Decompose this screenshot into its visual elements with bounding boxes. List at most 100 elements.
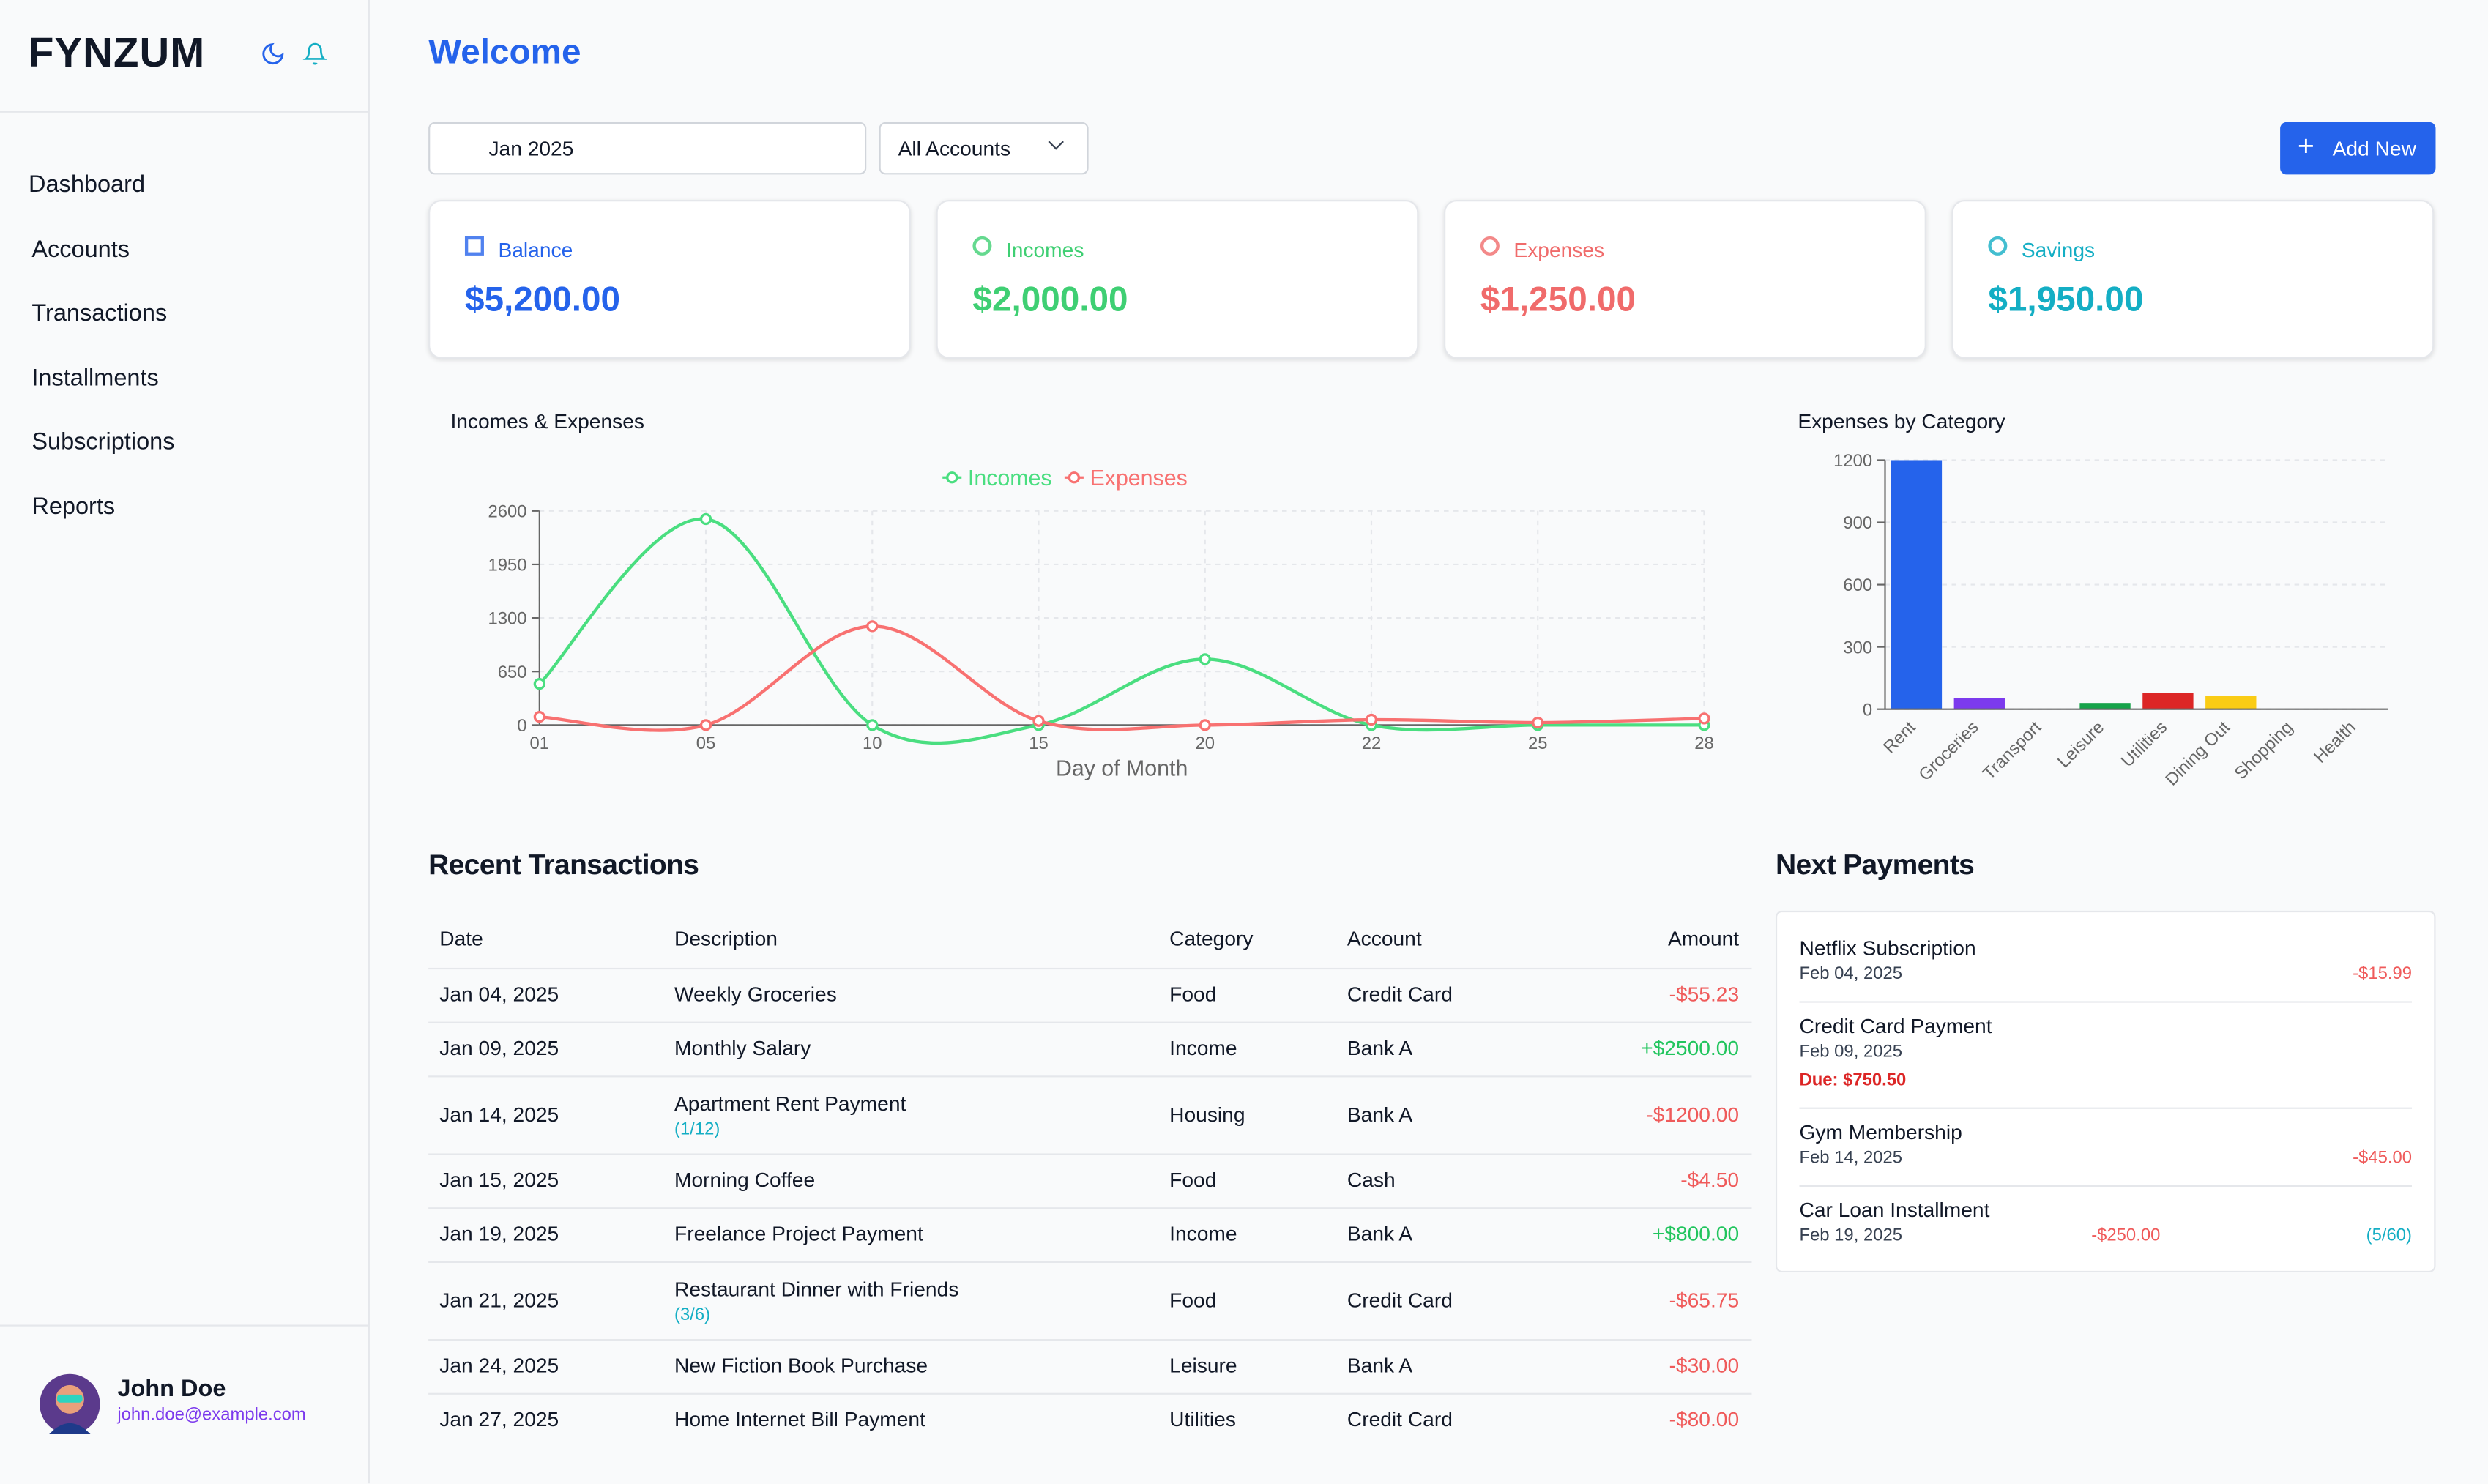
data-point (533, 710, 545, 723)
legend-label: Incomes (968, 466, 1052, 491)
x-tick-label: 05 (696, 734, 716, 753)
card-value: $1,950.00 (1988, 279, 2144, 319)
summary-card (936, 200, 1419, 359)
nav-item[interactable]: Dashboard (29, 171, 146, 198)
cell-description: Apartment Rent Payment (674, 1090, 906, 1115)
theme-toggle[interactable] (260, 41, 286, 67)
page-title: Welcome (428, 31, 581, 72)
cell-category: Utilities (1169, 1407, 1236, 1431)
month-picker[interactable] (428, 122, 867, 175)
cell-description: Freelance Project Payment (674, 1221, 923, 1246)
x-tick-label: Dining Out (2161, 717, 2234, 790)
legend-label: Expenses (1090, 466, 1188, 491)
row-border (428, 1021, 1752, 1023)
data-point (533, 677, 545, 690)
card-icon (464, 236, 484, 256)
card-label: Incomes (1005, 238, 1084, 262)
nav-item[interactable]: Installments (31, 364, 159, 392)
summary-card (428, 200, 911, 359)
card-icon (972, 236, 992, 256)
sidebar (0, 0, 370, 1484)
card-value: $5,200.00 (464, 279, 621, 319)
y-tick-label: 1200 (1833, 451, 1872, 471)
cell-description: New Fiction Book Purchase (674, 1353, 928, 1378)
cell-description: Home Internet Bill Payment (674, 1407, 925, 1431)
y-tick-label: 2600 (488, 501, 526, 521)
account-select[interactable] (879, 122, 1089, 175)
payment-amount: -$250.00 (2091, 1226, 2161, 1246)
nav-item[interactable]: Accounts (31, 236, 130, 263)
x-axis-label: Day of Month (1056, 757, 1188, 781)
card-icon (1988, 236, 2008, 256)
x-tick-label: Rent (1880, 717, 1920, 758)
cell-date: Jan 21, 2025 (439, 1287, 559, 1312)
cell-amount: -$55.23 (1669, 982, 1740, 1006)
bar (1953, 698, 2005, 709)
payment-progress: (5/60) (2366, 1226, 2412, 1246)
chart-title: Incomes & Expenses (450, 409, 644, 433)
cell-account: Bank A (1347, 1036, 1413, 1060)
payment-amount: -$45.00 (2353, 1148, 2412, 1168)
cell-category: Food (1169, 1287, 1217, 1312)
cell-date: Jan 14, 2025 (439, 1102, 559, 1126)
item-divider (1799, 1001, 2412, 1003)
month-text: Jan 2025 (488, 136, 574, 160)
cell-account: Credit Card (1347, 1407, 1453, 1431)
card-value: $1,250.00 (1480, 279, 1636, 319)
payment-name: Credit Card Payment (1799, 1013, 1992, 1038)
cell-amount: +$800.00 (1652, 1221, 1740, 1246)
y-tick-label: 900 (1843, 513, 1872, 533)
logo: FYNZUM (29, 29, 206, 77)
cell-date: Jan 15, 2025 (439, 1167, 559, 1192)
cell-date: Jan 24, 2025 (439, 1353, 559, 1378)
cell-account: Credit Card (1347, 982, 1453, 1006)
y-tick-label: 300 (1843, 638, 1872, 657)
nav-item[interactable]: Subscriptions (31, 428, 175, 456)
x-tick-label: Leisure (2054, 717, 2108, 772)
card-value: $2,000.00 (972, 279, 1128, 319)
user-divider (0, 1324, 368, 1327)
payments-panel (1775, 910, 2436, 1273)
row-border (428, 1261, 1752, 1264)
add-button[interactable] (2280, 122, 2436, 175)
cell-amount: -$65.75 (1669, 1287, 1740, 1312)
cell-account: Bank A (1347, 1221, 1413, 1246)
cell-description: Weekly Groceries (674, 982, 837, 1006)
nav-item[interactable]: Transactions (31, 299, 168, 327)
data-point (699, 719, 712, 731)
cell-category: Food (1169, 982, 1217, 1006)
add-text: Add New (2332, 136, 2416, 160)
payment-name: Netflix Subscription (1799, 936, 1976, 961)
user-email: john.doe@example.com (117, 1406, 306, 1425)
notifications[interactable] (302, 41, 327, 67)
data-point (1199, 719, 1211, 731)
account-text: All Accounts (898, 136, 1011, 160)
data-point (866, 620, 879, 633)
item-divider (1799, 1107, 2412, 1109)
summary-card (1951, 200, 2435, 359)
data-point (699, 512, 712, 526)
cell-amount: -$80.00 (1669, 1407, 1740, 1431)
card-label: Savings (2021, 238, 2096, 262)
section-title: Recent Transactions (428, 849, 699, 881)
row-border (428, 1153, 1752, 1155)
cell-amount: -$30.00 (1669, 1353, 1740, 1378)
x-tick-label: 10 (863, 734, 882, 753)
installment-note: (3/6) (674, 1305, 711, 1324)
x-tick-label: Shopping (2231, 717, 2297, 783)
data-point (1199, 653, 1211, 665)
nav-item[interactable]: Reports (31, 493, 116, 521)
payment-name: Gym Membership (1799, 1119, 1962, 1144)
cell-date: Jan 04, 2025 (439, 982, 559, 1006)
y-tick-label: 600 (1843, 575, 1872, 595)
payment-date: Feb 14, 2025 (1799, 1148, 1903, 1168)
cell-date: Jan 09, 2025 (439, 1036, 559, 1060)
x-tick-label: Utilities (2118, 717, 2171, 771)
bar (2079, 703, 2131, 709)
x-tick-label: 01 (530, 734, 550, 753)
y-tick-label: 1300 (488, 609, 526, 629)
x-tick-label: Groceries (1915, 717, 1982, 785)
cell-account: Credit Card (1347, 1287, 1453, 1312)
